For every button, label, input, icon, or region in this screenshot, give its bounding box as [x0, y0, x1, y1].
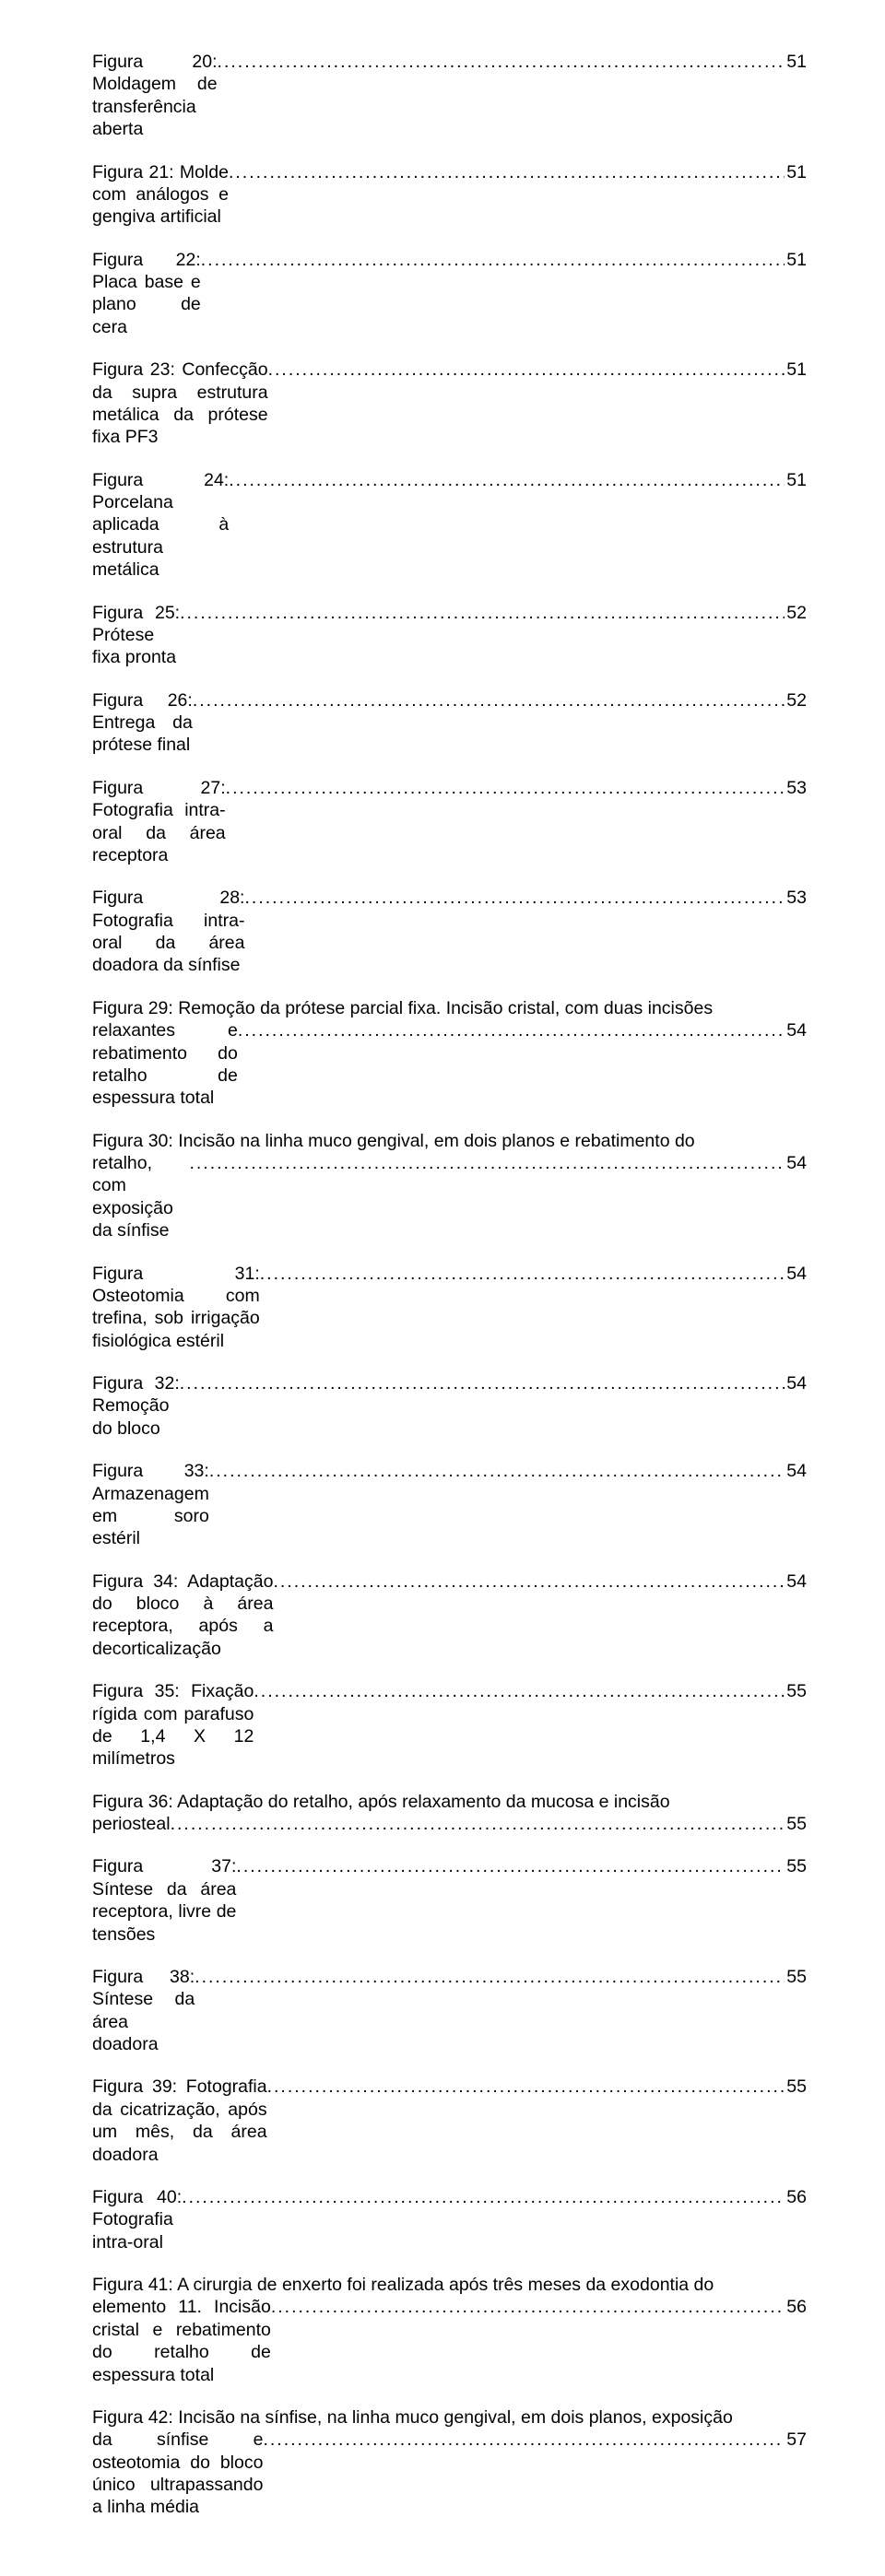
entry-text: Figura 21: Molde com análogos e gengiva …	[92, 161, 229, 229]
entry-page: 56	[785, 2186, 807, 2208]
entry-page: 51	[785, 51, 807, 73]
leader-dots: ........................................…	[260, 1263, 785, 1285]
entry-prefix: Figura 29: Remoção da prótese parcial fi…	[92, 997, 807, 1019]
entry-text: Figura 31: Osteotomia com trefina, sob i…	[92, 1263, 260, 1353]
entry-page: 54	[785, 1152, 807, 1174]
entry-prefix: Figura 36: Adaptação do retalho, após re…	[92, 1791, 807, 1813]
figure-entry: Figura 29: Remoção da prótese parcial fi…	[92, 997, 807, 1110]
entry-page: 55	[785, 1680, 807, 1702]
entry-page: 52	[785, 602, 807, 624]
entry-text: Figura 39: Fotografia da cicatrização, a…	[92, 2076, 267, 2166]
entry-page: 57	[785, 2429, 807, 2451]
entry-page: 54	[785, 1570, 807, 1593]
entry-text: periosteal	[92, 1813, 171, 1835]
leader-dots: ........................................…	[226, 777, 785, 799]
figure-entry: Figura 25: Prótese fixa pronta..........…	[92, 602, 807, 669]
figure-entry: Figura 28: Fotografia intra-oral da área…	[92, 887, 807, 977]
entry-page: 54	[785, 1372, 807, 1394]
leader-dots: ........................................…	[201, 249, 785, 271]
figure-entry: Figura 20: Moldagem de transferência abe…	[92, 51, 807, 141]
entry-page: 54	[785, 1019, 807, 1041]
leader-dots: ........................................…	[182, 2186, 785, 2208]
figure-entry: Figura 30: Incisão na linha muco gengiva…	[92, 1130, 807, 1242]
entry-page: 55	[785, 1966, 807, 1988]
leader-dots: ........................................…	[180, 1372, 785, 1394]
entry-text: Figura 20: Moldagem de transferência abe…	[92, 51, 218, 141]
leader-dots: ........................................…	[271, 2296, 785, 2318]
entry-text: Figura 40: Fotografia intra-oral	[92, 2186, 182, 2253]
figure-entry: Figura 33: Armazenagem em soro estéril..…	[92, 1460, 807, 1550]
figure-entry: Figura 40: Fotografia intra-oral........…	[92, 2186, 807, 2253]
entry-prefix: Figura 30: Incisão na linha muco gengiva…	[92, 1130, 807, 1152]
figure-entry: Figura 34: Adaptação do bloco à área rec…	[92, 1570, 807, 1661]
entry-text: da sínfise e osteotomia do bloco único u…	[92, 2429, 263, 2519]
entry-prefix: Figura 41: A cirurgia de enxerto foi rea…	[92, 2274, 807, 2296]
entry-text: Figura 23: Confecção da supra estrutura …	[92, 359, 268, 449]
entry-page: 55	[785, 1813, 807, 1835]
entry-text: Figura 25: Prótese fixa pronta	[92, 602, 180, 669]
leader-dots: ........................................…	[195, 1966, 785, 1988]
entry-page: 53	[785, 777, 807, 799]
leader-dots: ........................................…	[229, 161, 785, 183]
figure-entry: Figura 38: Síntese da área doadora......…	[92, 1966, 807, 2056]
entry-prefix: Figura 42: Incisão na sínfise, na linha …	[92, 2406, 807, 2429]
entry-page: 51	[785, 161, 807, 183]
leader-dots: ........................................…	[229, 469, 785, 491]
leader-dots: ........................................…	[193, 689, 785, 712]
leader-dots: ........................................…	[268, 359, 785, 381]
entry-page: 52	[785, 689, 807, 712]
leader-dots: ........................................…	[267, 2076, 785, 2098]
figure-entry: Figura 26: Entrega da prótese final.....…	[92, 689, 807, 757]
figure-entry: Figura 22: Placa base e plano de cera...…	[92, 249, 807, 339]
entry-text: retalho, com exposição da sínfise	[92, 1152, 189, 1242]
figure-entry: Figura 31: Osteotomia com trefina, sob i…	[92, 1263, 807, 1353]
leader-dots: ........................................…	[273, 1570, 785, 1593]
entry-page: 54	[785, 1460, 807, 1482]
entry-page: 55	[785, 2076, 807, 2098]
entry-text: Figura 32: Remoção do bloco	[92, 1372, 180, 1440]
figure-entry: Figura 39: Fotografia da cicatrização, a…	[92, 2076, 807, 2166]
entry-page: 56	[785, 2296, 807, 2318]
entry-text: elemento 11. Incisão cristal e rebatimen…	[92, 2296, 271, 2386]
leader-dots: ........................................…	[171, 1813, 785, 1835]
figure-entry: Figura 32: Remoção do bloco.............…	[92, 1372, 807, 1440]
leader-dots: ........................................…	[238, 1019, 785, 1041]
figure-entry: Figura 42: Incisão na sínfise, na linha …	[92, 2406, 807, 2519]
entry-text: Figura 26: Entrega da prótese final	[92, 689, 193, 757]
entry-page: 51	[785, 359, 807, 381]
entry-text: Figura 37: Síntese da área receptora, li…	[92, 1855, 236, 1946]
leader-dots: ........................................…	[180, 602, 785, 624]
entry-text: Figura 33: Armazenagem em soro estéril	[92, 1460, 209, 1550]
entry-page: 54	[785, 1263, 807, 1285]
figure-entry: Figura 41: A cirurgia de enxerto foi rea…	[92, 2274, 807, 2386]
entry-page: 55	[785, 1855, 807, 1877]
entry-text: Figura 22: Placa base e plano de cera	[92, 249, 201, 339]
entry-text: Figura 27: Fotografia intra-oral da área…	[92, 777, 226, 867]
entry-text: relaxantes e rebatimento do retalho de e…	[92, 1019, 238, 1110]
figure-entry: Figura 21: Molde com análogos e gengiva …	[92, 161, 807, 229]
figure-entry: Figura 24: Porcelana aplicada à estrutur…	[92, 469, 807, 582]
figure-list: Figura 20: Moldagem de transferência abe…	[92, 51, 807, 2519]
figure-entry: Figura 35: Fixação rígida com parafuso d…	[92, 1680, 807, 1770]
leader-dots: ........................................…	[254, 1680, 785, 1702]
leader-dots: ........................................…	[218, 51, 785, 73]
entry-page: 51	[785, 469, 807, 491]
entry-page: 51	[785, 249, 807, 271]
figure-entry: Figura 27: Fotografia intra-oral da área…	[92, 777, 807, 867]
entry-text: Figura 35: Fixação rígida com parafuso d…	[92, 1680, 254, 1770]
figure-entry: Figura 23: Confecção da supra estrutura …	[92, 359, 807, 449]
entry-page: 53	[785, 887, 807, 909]
entry-text: Figura 28: Fotografia intra-oral da área…	[92, 887, 244, 977]
figure-entry: Figura 37: Síntese da área receptora, li…	[92, 1855, 807, 1946]
entry-text: Figura 34: Adaptação do bloco à área rec…	[92, 1570, 273, 1661]
leader-dots: ........................................…	[209, 1460, 785, 1482]
entry-text: Figura 38: Síntese da área doadora	[92, 1966, 195, 2056]
leader-dots: ........................................…	[263, 2429, 785, 2451]
leader-dots: ........................................…	[244, 887, 785, 909]
figure-entry: Figura 36: Adaptação do retalho, após re…	[92, 1791, 807, 1836]
leader-dots: ........................................…	[236, 1855, 785, 1877]
leader-dots: ........................................…	[189, 1152, 785, 1174]
entry-text: Figura 24: Porcelana aplicada à estrutur…	[92, 469, 229, 582]
